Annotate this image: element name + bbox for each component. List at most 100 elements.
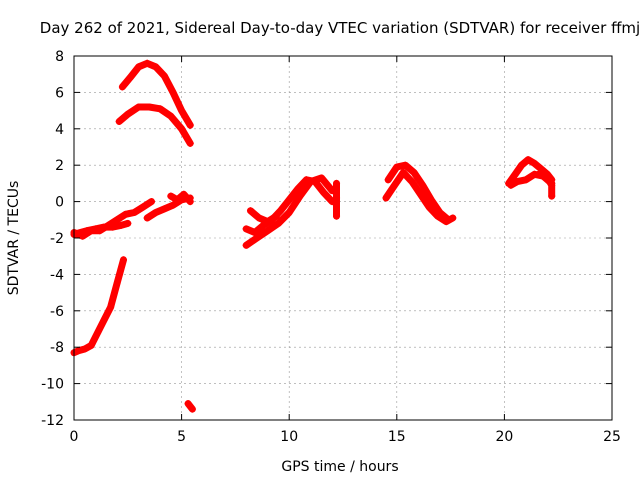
data-point: [152, 63, 160, 71]
series-arc-14: [384, 161, 452, 224]
y-tick-label-7: 2: [55, 158, 64, 174]
data-point: [92, 225, 100, 233]
data-point: [548, 181, 556, 189]
y-tick-label-0: -12: [41, 413, 64, 429]
data-point: [531, 159, 539, 167]
data-point: [184, 400, 192, 408]
data-point: [124, 219, 132, 227]
series-arc-10: [242, 174, 336, 249]
data-point: [143, 214, 151, 222]
data-point: [513, 178, 521, 186]
data-point: [416, 190, 424, 198]
y-tick-label-2: -8: [50, 340, 64, 356]
x-tick-label-5: 25: [603, 429, 621, 445]
data-point: [253, 234, 261, 242]
data-point: [113, 280, 121, 287]
data-point: [535, 170, 543, 178]
data-point: [81, 345, 89, 353]
data-point: [277, 207, 285, 215]
data-point: [126, 74, 134, 82]
series-arc-12: [333, 179, 341, 220]
data-point: [160, 72, 168, 80]
data-point: [537, 165, 545, 173]
data-point: [419, 181, 427, 189]
data-point: [285, 209, 293, 217]
data-point: [333, 212, 341, 220]
data-point: [122, 210, 130, 218]
data-point: [427, 196, 435, 204]
data-point: [507, 181, 515, 189]
data-point: [320, 189, 328, 196]
data-point: [307, 178, 315, 186]
tick-layer: 0 5 10 15 20 25 -12 -10 -8 -6 -4 -2 0 2 4 6 8: [41, 49, 621, 445]
data-point: [167, 112, 175, 120]
data-point: [115, 118, 123, 126]
data-point: [173, 196, 181, 204]
series-arc-7: [167, 190, 194, 206]
series-band-arc-3: [70, 256, 127, 357]
series-arc-1: [118, 59, 194, 129]
series-band-arc-2: [115, 103, 194, 147]
series-layer: [70, 59, 556, 413]
data-point: [145, 103, 153, 111]
series-band-arc-17: [535, 170, 556, 200]
data-point: [130, 209, 138, 217]
data-point: [100, 223, 108, 231]
data-point: [444, 216, 452, 224]
data-point: [109, 223, 117, 231]
data-point: [436, 209, 444, 217]
x-tick-label-4: 20: [495, 429, 513, 445]
data-point: [242, 241, 250, 249]
series-arc-17: [535, 170, 556, 200]
data-point: [167, 192, 175, 200]
data-point: [384, 176, 392, 184]
data-point: [524, 156, 532, 164]
data-point: [294, 185, 302, 193]
data-point: [251, 229, 259, 237]
data-point: [246, 207, 254, 215]
data-point: [186, 121, 194, 129]
data-point: [399, 168, 407, 176]
data-point: [107, 303, 115, 311]
data-point: [119, 256, 127, 264]
series-arc-5: [70, 219, 132, 238]
data-point: [264, 227, 272, 235]
data-point: [178, 125, 186, 133]
data-point: [143, 59, 151, 67]
data-point: [74, 347, 82, 355]
data-point: [401, 161, 409, 169]
data-point: [169, 201, 177, 209]
data-point: [264, 218, 272, 226]
data-point: [100, 316, 108, 324]
data-point: [272, 212, 280, 220]
x-tick-label-0: 0: [70, 429, 79, 445]
data-point: [317, 174, 325, 182]
data-point: [124, 110, 132, 118]
series-arc-3: [70, 256, 127, 357]
series-band-arc-11: [247, 207, 280, 226]
data-point: [76, 229, 84, 237]
series-arc-11: [246, 207, 280, 226]
data-point: [255, 214, 263, 222]
series-arc-8: [184, 400, 196, 413]
data-point: [188, 405, 196, 413]
data-point: [186, 198, 194, 206]
data-point: [548, 192, 556, 200]
data-point: [333, 179, 341, 187]
y-tick-label-9: 6: [55, 85, 64, 101]
y-tick-label-4: -4: [50, 267, 64, 283]
data-point: [393, 163, 401, 171]
y-tick-label-5: -2: [50, 231, 64, 247]
y-tick-label-3: -6: [50, 304, 64, 320]
data-point: [160, 205, 168, 213]
series-band-arc-1: [118, 59, 194, 129]
data-point: [543, 174, 551, 182]
y-tick-label-8: 4: [55, 122, 64, 138]
data-point: [186, 139, 194, 147]
data-point: [169, 88, 177, 96]
data-point: [147, 198, 155, 206]
series-band-arc-8: [184, 400, 196, 413]
data-point: [391, 181, 399, 189]
data-point: [408, 178, 416, 186]
